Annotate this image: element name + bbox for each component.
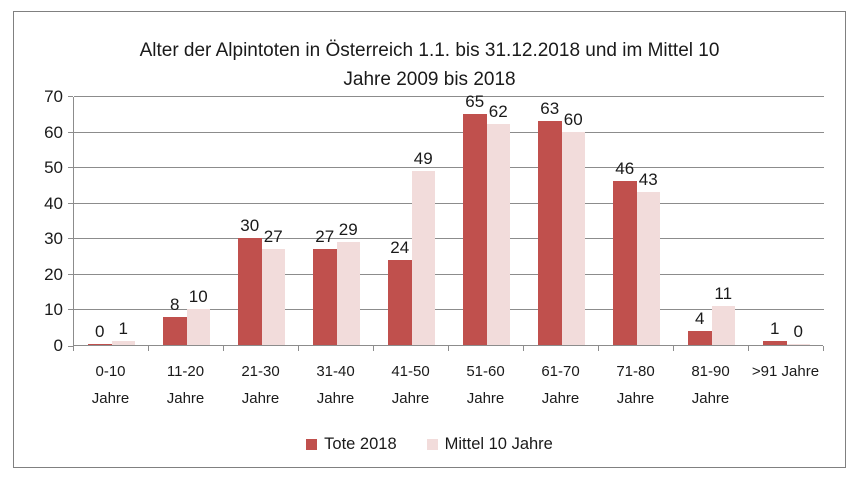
bar-tote-2018-71-80 Jahre xyxy=(613,181,637,345)
x-tick-mark-2 xyxy=(223,346,224,351)
gridline-y-20 xyxy=(74,273,824,275)
data-label-tote-2018->91 Jahre: 1 xyxy=(770,319,780,339)
data-label-tote-2018-41-50 Jahre: 24 xyxy=(390,237,410,257)
x-tick-mark-7 xyxy=(598,346,599,351)
data-label-mittel-10-jahre-71-80 Jahre: 43 xyxy=(638,170,658,190)
data-label-tote-2018-81-90 Jahre: 4 xyxy=(695,308,705,328)
x-tick-mark-8 xyxy=(673,346,674,351)
y-tick-mark-70 xyxy=(68,96,73,97)
legend-item-tote-2018: Tote 2018 xyxy=(306,435,397,454)
gridline-y-70 xyxy=(74,96,824,97)
y-tick-mark-20 xyxy=(68,273,73,275)
x-tick-mark-1 xyxy=(148,346,149,351)
data-label-mittel-10-jahre-61-70 Jahre: 60 xyxy=(563,109,583,129)
y-tick-label-40: 40 xyxy=(44,193,63,213)
y-tick-label-70: 70 xyxy=(44,87,63,106)
gridline-y-60 xyxy=(74,131,824,133)
y-tick-mark-60 xyxy=(68,131,73,133)
data-label-mittel-10-jahre->91 Jahre: 0 xyxy=(793,322,803,341)
legend-label: Mittel 10 Jahre xyxy=(444,435,553,453)
bar-tote-2018-41-50 Jahre xyxy=(388,259,412,345)
bar-tote-2018-61-70 Jahre xyxy=(538,120,562,345)
x-category-label->91 Jahre: >91 Jahre xyxy=(751,363,820,380)
y-tick-mark-30 xyxy=(68,238,73,240)
bar-tote-2018-51-60 Jahre xyxy=(463,113,487,345)
data-label-tote-2018-51-60 Jahre: 65 xyxy=(465,91,485,111)
gridline-y-40 xyxy=(74,202,824,204)
bar-mittel-10-jahre-71-80 Jahre xyxy=(636,192,660,345)
y-tick-label-20: 20 xyxy=(44,264,63,284)
data-label-tote-2018-21-30 Jahre: 30 xyxy=(240,216,260,236)
chart-title: Alter der Alpintoten in Österreich 1.1. … xyxy=(14,36,845,94)
legend-swatch-icon xyxy=(426,439,438,450)
y-tick-mark-50 xyxy=(68,167,73,169)
x-tick-mark-10 xyxy=(823,346,824,351)
bar-tote-2018-0-10 Jahre xyxy=(88,344,112,345)
bar-mittel-10-jahre-0-10 Jahre xyxy=(111,341,135,345)
bar-mittel-10-jahre-11-20 Jahre xyxy=(186,309,210,345)
bar-mittel-10-jahre-61-70 Jahre xyxy=(561,131,585,345)
x-tick-mark-9 xyxy=(748,346,749,351)
legend-label: Tote 2018 xyxy=(324,435,397,453)
x-category-label-71-80 Jahre: 71-80 Jahre xyxy=(616,363,655,407)
bar-mittel-10-jahre-21-30 Jahre xyxy=(261,248,285,345)
chart-title-line-2: Jahre 2009 bis 2018 xyxy=(343,69,516,90)
y-tick-label-50: 50 xyxy=(44,158,63,178)
chart-frame: Alter der Alpintoten in Österreich 1.1. … xyxy=(13,11,846,468)
data-label-mittel-10-jahre-21-30 Jahre: 27 xyxy=(263,226,283,246)
y-tick-label-0: 0 xyxy=(53,336,63,355)
gridline-y-50 xyxy=(74,167,824,169)
y-tick-mark-10 xyxy=(68,309,73,311)
y-tick-label-10: 10 xyxy=(44,300,63,320)
y-tick-label-60: 60 xyxy=(44,122,63,142)
bar-tote-2018-21-30 Jahre xyxy=(238,238,262,345)
data-label-tote-2018-0-10 Jahre: 0 xyxy=(95,322,105,341)
data-label-tote-2018-71-80 Jahre: 46 xyxy=(615,159,635,179)
chart-title-line-1: Alter der Alpintoten in Österreich 1.1. … xyxy=(139,40,720,61)
bar-tote-2018-81-90 Jahre xyxy=(688,330,712,345)
bar-tote-2018-11-20 Jahre xyxy=(163,316,187,345)
x-category-label-31-40 Jahre: 31-40 Jahre xyxy=(316,363,355,407)
x-tick-mark-6 xyxy=(523,346,524,351)
x-tick-mark-3 xyxy=(298,346,299,351)
data-label-mittel-10-jahre-51-60 Jahre: 62 xyxy=(488,102,508,122)
bar-tote-2018->91 Jahre xyxy=(763,341,787,345)
legend-item-mittel-10-jahre: Mittel 10 Jahre xyxy=(426,435,553,454)
legend: Tote 2018 Mittel 10 Jahre xyxy=(14,435,845,454)
x-category-label-51-60 Jahre: 51-60 Jahre xyxy=(466,363,505,407)
bar-mittel-10-jahre-81-90 Jahre xyxy=(711,305,735,345)
legend-swatch-icon xyxy=(306,439,318,450)
data-label-tote-2018-11-20 Jahre: 8 xyxy=(170,294,180,314)
x-category-label-61-70 Jahre: 61-70 Jahre xyxy=(541,363,580,407)
data-label-mittel-10-jahre-41-50 Jahre: 49 xyxy=(413,148,433,168)
gridline-y-30 xyxy=(74,238,824,240)
data-label-tote-2018-31-40 Jahre: 27 xyxy=(315,226,335,246)
data-label-mittel-10-jahre-31-40 Jahre: 29 xyxy=(338,219,358,239)
bar-mittel-10-jahre-31-40 Jahre xyxy=(336,241,360,345)
x-tick-mark-0 xyxy=(73,346,74,351)
data-label-tote-2018-61-70 Jahre: 63 xyxy=(540,98,560,118)
bar-mittel-10-jahre-51-60 Jahre xyxy=(486,124,510,345)
x-category-label-11-20 Jahre: 11-20 Jahre xyxy=(166,363,205,407)
x-category-label-0-10 Jahre: 0-10 Jahre xyxy=(91,363,130,407)
x-category-label-41-50 Jahre: 41-50 Jahre xyxy=(391,363,430,407)
x-category-label-21-30 Jahre: 21-30 Jahre xyxy=(241,363,280,407)
y-tick-mark-0 xyxy=(68,346,73,347)
bar-mittel-10-jahre->91 Jahre xyxy=(786,344,810,345)
y-tick-mark-40 xyxy=(68,202,73,204)
data-label-mittel-10-jahre-81-90 Jahre: 11 xyxy=(714,283,733,303)
data-label-mittel-10-jahre-11-20 Jahre: 10 xyxy=(188,287,208,307)
bar-mittel-10-jahre-41-50 Jahre xyxy=(411,170,435,345)
gridline-y-10 xyxy=(74,309,824,311)
x-category-label-81-90 Jahre: 81-90 Jahre xyxy=(691,363,730,407)
y-tick-label-30: 30 xyxy=(44,229,63,249)
x-tick-mark-4 xyxy=(373,346,374,351)
x-tick-mark-5 xyxy=(448,346,449,351)
bar-tote-2018-31-40 Jahre xyxy=(313,248,337,345)
data-label-mittel-10-jahre-0-10 Jahre: 1 xyxy=(118,319,128,339)
plot-area: 0 8 30 27 24 65 63 46 4 1 1 10 27 29 49 62 60 43 11 0 xyxy=(73,93,824,346)
